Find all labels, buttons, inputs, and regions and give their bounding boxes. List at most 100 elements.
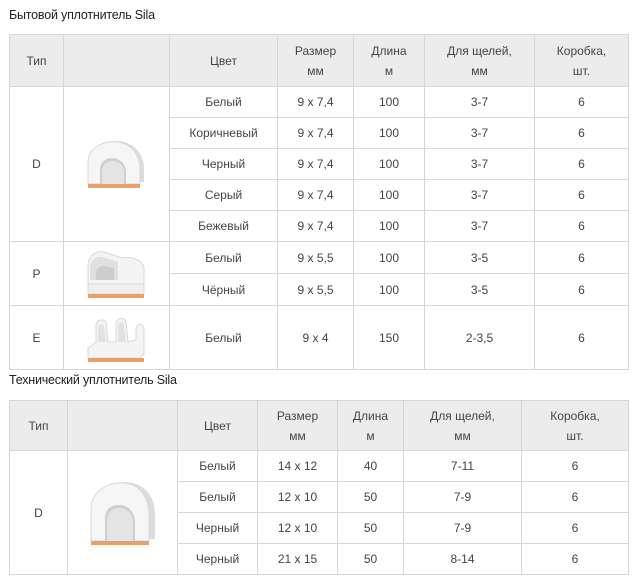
table-row: Чёрный 9 x 5,5 100 3-5 6 — [10, 273, 629, 306]
cell-gaps: 2-3,5 — [424, 305, 535, 370]
cell-size: 9 x 7,4 — [277, 117, 354, 149]
cell-color: Черный — [177, 512, 258, 544]
cell-box: 6 — [534, 148, 629, 180]
cell-gaps: 3-7 — [424, 148, 535, 180]
cell-size: 9 x 7,4 — [277, 148, 354, 180]
e-profile-seal-icon — [87, 317, 144, 362]
header-type: Тип — [9, 34, 64, 87]
cell-color: Серый — [169, 179, 278, 211]
table-row: D Белый 14 x 12 40 7-11 6 — [9, 450, 629, 575]
table-row: Черный 9 x 7,4 100 3-7 6 — [10, 148, 629, 180]
table-header-row: Тип Цвет Размер мм Длина м Для щелей, мм Ко… — [9, 400, 629, 451]
household-seal-caption: Бытовой уплотнитель Sila — [9, 8, 155, 22]
p-profile-seal-icon — [87, 250, 144, 298]
seal-image-cell — [67, 450, 178, 575]
header-gaps: Для щелей, мм — [424, 34, 535, 87]
header-gaps: Для щелей, мм — [403, 400, 522, 451]
type-cell: D — [9, 450, 68, 575]
header-length: Длина м — [353, 34, 425, 87]
cell-length: 100 — [353, 179, 425, 211]
table-row: D Белый 9 x 7,4 100 3-7 6 — [9, 86, 629, 242]
seal-image-cell — [63, 86, 170, 242]
cell-gaps: 7-9 — [403, 512, 522, 544]
header-type: Тип — [9, 400, 68, 451]
header-image — [63, 34, 170, 87]
cell-box: 6 — [521, 543, 629, 575]
seal-image-cell — [63, 305, 170, 370]
header-color: Цвет — [177, 400, 258, 451]
cell-color: Черный — [169, 148, 278, 180]
table-row: E Белый 9 x 4 150 2-3,5 6 — [9, 305, 629, 370]
table-row: Бежевый 9 x 7,4 100 3-7 6 — [10, 210, 629, 242]
cell-box: 6 — [521, 481, 629, 513]
cell-color: Белый — [177, 481, 258, 513]
type-cell: D — [9, 86, 64, 242]
type-cell: P — [9, 241, 64, 306]
cell-color: Коричневый — [169, 117, 278, 149]
cell-box: 6 — [534, 241, 629, 274]
table-row: Черный 21 x 15 50 8-14 6 — [10, 543, 629, 575]
cell-gaps: 7-11 — [403, 450, 522, 482]
cell-color: Белый — [177, 450, 258, 482]
cell-length: 100 — [353, 273, 425, 306]
cell-box: 6 — [534, 305, 629, 370]
cell-size: 9 x 7,4 — [277, 179, 354, 211]
cell-color: Черный — [177, 543, 258, 575]
header-size: Размер мм — [277, 34, 354, 87]
table-row: Черный 12 x 10 50 7-9 6 — [10, 512, 629, 544]
header-length: Длина м — [337, 400, 404, 451]
cell-length: 50 — [337, 512, 404, 544]
cell-box: 6 — [534, 117, 629, 149]
cell-gaps: 3-5 — [424, 241, 535, 274]
table-row: Белый 12 x 10 50 7-9 6 — [10, 481, 629, 513]
technical-seal-caption: Технический уплотнитель Sila — [9, 373, 177, 387]
d-profile-seal-icon — [87, 140, 144, 188]
cell-length: 50 — [337, 481, 404, 513]
cell-size: 9 x 5,5 — [277, 241, 354, 274]
cell-size: 9 x 4 — [277, 305, 354, 370]
cell-size: 14 x 12 — [257, 450, 338, 482]
cell-color: Чёрный — [169, 273, 278, 306]
household-seal-table: Тип Цвет Размер мм Длина м Для щелей, мм Ко… — [9, 34, 629, 370]
table-row: Серый 9 x 7,4 100 3-7 6 — [10, 179, 629, 211]
cell-size: 12 x 10 — [257, 481, 338, 513]
cell-color: Белый — [169, 305, 278, 370]
cell-length: 100 — [353, 210, 425, 242]
cell-box: 6 — [534, 210, 629, 242]
cell-size: 9 x 7,4 — [277, 86, 354, 118]
seal-image-cell — [63, 241, 170, 306]
cell-color: Белый — [169, 86, 278, 118]
table-header-row: Тип Цвет Размер мм Длина м Для щелей, мм Ко… — [9, 34, 629, 87]
cell-gaps: 3-7 — [424, 86, 535, 118]
header-size: Размер мм — [257, 400, 338, 451]
cell-box: 6 — [534, 273, 629, 306]
header-box: Коробка, шт. — [534, 34, 629, 87]
cell-length: 40 — [337, 450, 404, 482]
header-image — [67, 400, 178, 451]
cell-length: 50 — [337, 543, 404, 575]
table-row: P Белый 9 x 5,5 100 3-5 6 — [9, 241, 629, 306]
cell-gaps: 8-14 — [403, 543, 522, 575]
cell-length: 100 — [353, 117, 425, 149]
cell-size: 9 x 7,4 — [277, 210, 354, 242]
cell-size: 12 x 10 — [257, 512, 338, 544]
cell-box: 6 — [521, 450, 629, 482]
cell-color: Белый — [169, 241, 278, 274]
cell-gaps: 3-7 — [424, 117, 535, 149]
cell-length: 100 — [353, 86, 425, 118]
cell-gaps: 7-9 — [403, 481, 522, 513]
cell-length: 100 — [353, 148, 425, 180]
header-color: Цвет — [169, 34, 278, 87]
cell-length: 150 — [353, 305, 425, 370]
cell-gaps: 3-7 — [424, 179, 535, 211]
cell-length: 100 — [353, 241, 425, 274]
cell-gaps: 3-7 — [424, 210, 535, 242]
d-profile-seal-icon — [90, 481, 155, 545]
cell-size: 21 x 15 — [257, 543, 338, 575]
cell-gaps: 3-5 — [424, 273, 535, 306]
cell-size: 9 x 5,5 — [277, 273, 354, 306]
cell-box: 6 — [534, 86, 629, 118]
technical-seal-table: Тип Цвет Размер мм Длина м Для щелей, мм Ко… — [9, 400, 629, 575]
cell-color: Бежевый — [169, 210, 278, 242]
type-cell: E — [9, 305, 64, 370]
